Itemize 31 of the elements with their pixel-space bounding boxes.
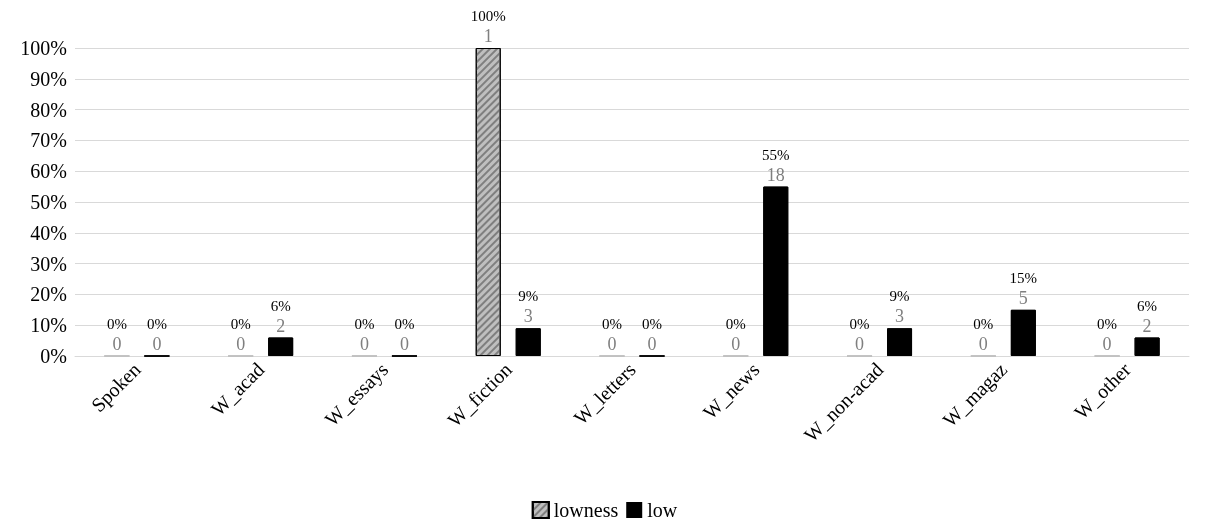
y-tick-label: 50% [30, 191, 67, 213]
data-label: 0% 0 [146, 315, 167, 354]
y-tick-label: 70% [30, 129, 67, 152]
data-label: 15% 5 [1009, 269, 1038, 308]
data-label: 0% 0 [642, 315, 662, 354]
data-label: 0% 0 [394, 315, 415, 354]
data-label: 0% 0 [106, 315, 127, 354]
y-tick-label: 0% [40, 345, 67, 367]
data-label: 0% 0 [725, 315, 746, 354]
y-tick-label: 90% [30, 67, 67, 90]
data-label: 6% 2 [1137, 297, 1158, 336]
y-tick-label: 10% [30, 314, 67, 337]
data-label: 55% 18 [762, 146, 790, 185]
data-label: 0% 0 [230, 315, 251, 354]
y-tick-label: 20% [30, 283, 67, 306]
legend-label: low [647, 499, 678, 521]
data-label: 9% 3 [518, 288, 539, 327]
data-label: 100% 1 [470, 8, 506, 46]
y-tick-label: 60% [30, 160, 67, 183]
y-tick-label: 30% [30, 252, 67, 275]
y-tick-label: 40% [30, 221, 67, 244]
data-label: 0% 0 [354, 315, 375, 354]
y-tick-label: 80% [30, 98, 67, 121]
data-label: 0% 0 [602, 315, 622, 354]
data-label: 9% 3 [889, 288, 910, 327]
legend-label: lowness [553, 499, 619, 521]
data-label: 0% 0 [849, 315, 870, 354]
data-label: 6% 2 [270, 297, 291, 336]
y-tick-label: 100% [20, 37, 67, 59]
data-label: 0% 0 [973, 315, 994, 354]
data-label: 0% 0 [1097, 315, 1118, 354]
